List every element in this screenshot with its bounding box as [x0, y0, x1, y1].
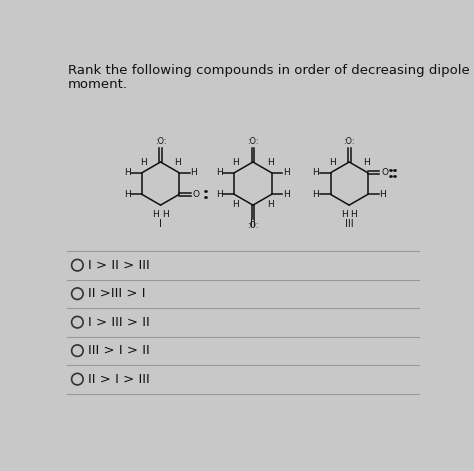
Text: H: H	[379, 190, 386, 199]
Text: H: H	[312, 168, 319, 177]
Text: H: H	[162, 210, 169, 219]
Text: H: H	[191, 168, 197, 177]
Text: II >III > I: II >III > I	[88, 287, 146, 300]
Text: II > I > III: II > I > III	[88, 373, 150, 386]
Text: :O:: :O:	[247, 137, 259, 146]
Text: H: H	[283, 168, 290, 177]
Text: H: H	[312, 190, 319, 199]
Text: I > III > II: I > III > II	[88, 316, 150, 329]
Text: H: H	[140, 158, 147, 167]
Text: H: H	[363, 158, 370, 167]
Text: H: H	[153, 210, 159, 219]
Text: H: H	[267, 200, 273, 209]
Text: Rank the following compounds in order of decreasing dipole: Rank the following compounds in order of…	[68, 64, 470, 77]
Text: H: H	[124, 190, 131, 199]
Text: O: O	[192, 190, 200, 199]
Text: :O:: :O:	[155, 137, 166, 146]
Text: H: H	[341, 210, 348, 219]
Text: H: H	[174, 158, 181, 167]
Text: H: H	[232, 158, 239, 167]
Text: H: H	[232, 200, 239, 209]
Text: III > I > II: III > I > II	[88, 344, 150, 357]
Text: H: H	[283, 190, 290, 199]
Text: I: I	[159, 219, 162, 228]
Text: II: II	[250, 219, 256, 228]
Text: :O:: :O:	[344, 137, 355, 146]
Text: III: III	[345, 219, 354, 228]
Text: :O:: :O:	[247, 221, 259, 230]
Text: H: H	[350, 210, 357, 219]
Text: H: H	[124, 168, 131, 177]
Text: moment.: moment.	[68, 78, 128, 91]
Text: H: H	[328, 158, 336, 167]
Text: O: O	[381, 168, 388, 177]
Text: I > II > III: I > II > III	[88, 259, 150, 272]
Text: H: H	[267, 158, 273, 167]
Text: H: H	[216, 190, 223, 199]
Text: H: H	[216, 168, 223, 177]
